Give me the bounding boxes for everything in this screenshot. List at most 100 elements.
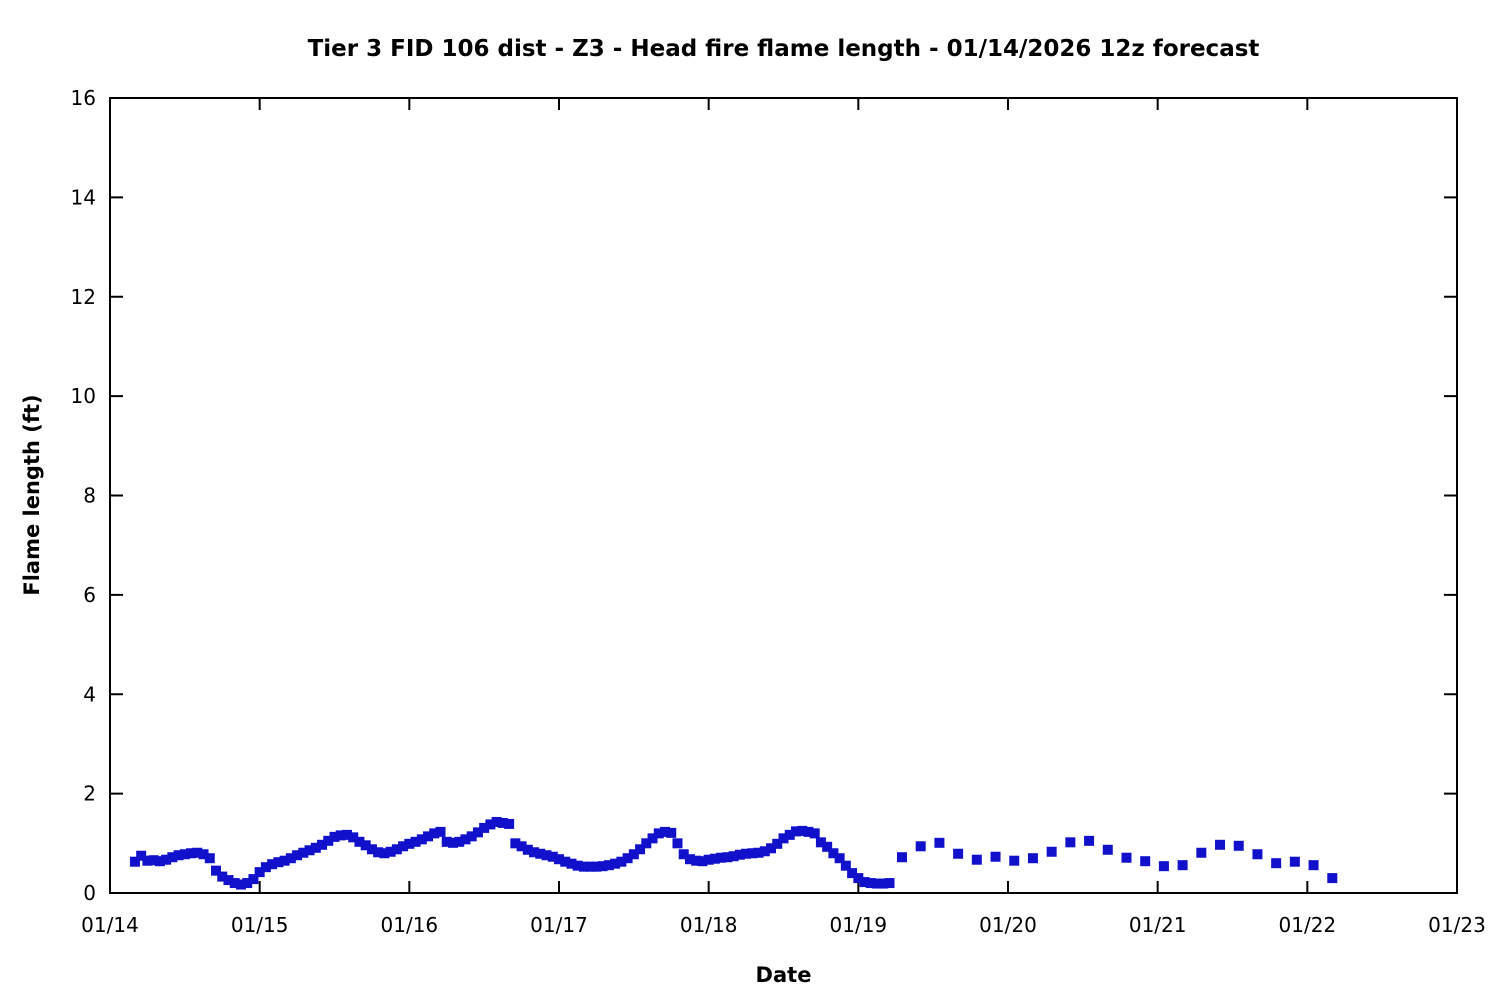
data-point-marker — [865, 878, 876, 889]
data-point-marker — [859, 877, 870, 888]
data-point-marker — [373, 847, 384, 858]
data-point-marker — [1065, 837, 1076, 848]
data-point-marker — [610, 858, 621, 869]
data-point-marker — [1121, 852, 1132, 863]
x-axis-label: Date — [755, 963, 812, 987]
data-point-marker — [578, 861, 589, 872]
y-tick-label: 4 — [83, 682, 96, 706]
data-point-marker — [217, 871, 228, 882]
data-point-marker — [709, 853, 720, 864]
data-point-marker — [235, 879, 246, 890]
y-tick-label: 0 — [83, 881, 96, 905]
x-tick-label: 01/23 — [1428, 913, 1486, 937]
data-point-marker — [641, 838, 652, 849]
data-point-marker — [354, 836, 365, 847]
data-point-marker — [884, 878, 895, 889]
data-point-marker — [1009, 855, 1020, 866]
data-point-marker — [173, 850, 184, 861]
data-point-marker — [772, 838, 783, 849]
data-point-marker — [410, 836, 421, 847]
data-point-marker — [653, 828, 664, 839]
data-point-marker — [304, 845, 315, 856]
data-point-marker — [716, 852, 727, 863]
data-point-marker — [759, 846, 770, 857]
y-tick-label: 2 — [83, 782, 96, 806]
data-point-marker — [722, 852, 733, 863]
x-tick-label: 01/21 — [1129, 913, 1187, 937]
data-point-marker — [591, 861, 602, 872]
data-point-marker — [516, 841, 527, 852]
data-point-marker — [697, 856, 708, 867]
data-point-marker — [229, 878, 240, 889]
data-point-marker — [684, 854, 695, 865]
data-point-marker — [834, 853, 845, 864]
chart-title: Tier 3 FID 106 dist - Z3 - Head fire fla… — [307, 36, 1260, 62]
data-point-marker — [1327, 873, 1338, 884]
data-point-marker — [778, 833, 789, 844]
data-point-marker — [1308, 860, 1319, 871]
data-point-marker — [572, 860, 583, 871]
y-tick-label: 14 — [71, 185, 96, 209]
data-point-marker — [1233, 840, 1244, 851]
data-point-marker — [672, 838, 683, 849]
plot-border — [109, 97, 1458, 894]
data-point-marker — [766, 843, 777, 854]
data-point-marker — [560, 856, 571, 867]
data-point-marker — [990, 851, 1001, 862]
data-point-marker — [385, 846, 396, 857]
data-point-marker — [1102, 844, 1113, 855]
y-tick-label: 16 — [71, 86, 96, 110]
data-point-marker — [460, 834, 471, 845]
data-point-marker — [298, 847, 309, 858]
data-point-marker — [1252, 849, 1263, 860]
data-point-marker — [317, 839, 328, 850]
y-tick-label: 12 — [71, 285, 96, 309]
data-point-marker — [454, 836, 465, 847]
data-point-marker — [161, 854, 172, 865]
data-point-marker — [211, 865, 222, 876]
data-point-marker — [1046, 846, 1057, 857]
data-point-marker — [441, 836, 452, 847]
x-tick-label: 01/19 — [830, 913, 888, 937]
data-point-marker — [1140, 856, 1151, 867]
x-tick-label: 01/22 — [1279, 913, 1337, 937]
data-point-marker — [1158, 861, 1169, 872]
data-point-marker — [566, 858, 577, 869]
data-point-marker — [622, 853, 633, 864]
data-point-marker — [616, 856, 627, 867]
data-point-marker — [741, 848, 752, 859]
data-point-marker — [466, 831, 477, 842]
data-point-marker — [554, 854, 564, 865]
x-tick-label: 01/18 — [680, 913, 738, 937]
data-point-marker — [335, 830, 346, 841]
data-point-marker — [1215, 839, 1226, 850]
data-point-marker — [1084, 835, 1095, 846]
data-point-marker — [853, 873, 864, 884]
data-point-marker — [678, 849, 689, 860]
data-point-marker — [348, 832, 359, 843]
data-point-marker — [267, 859, 278, 870]
data-point-marker — [934, 837, 945, 848]
data-point-marker — [872, 878, 883, 889]
data-point-marker — [734, 849, 745, 860]
data-point-marker — [292, 850, 303, 861]
data-point-marker — [366, 844, 377, 855]
data-point-marker — [784, 829, 795, 840]
data-point-marker — [472, 827, 483, 838]
data-point-marker — [691, 855, 702, 866]
data-point-marker — [828, 848, 839, 859]
data-point-marker — [728, 851, 739, 862]
data-point-marker — [1271, 858, 1282, 869]
data-point-marker — [329, 831, 340, 842]
data-point-marker — [1289, 856, 1300, 867]
data-point-marker — [129, 856, 140, 867]
data-point-marker — [896, 852, 907, 863]
data-point-marker — [597, 861, 608, 872]
data-point-marker — [423, 831, 434, 842]
data-point-marker — [260, 862, 271, 873]
data-point-marker — [404, 838, 415, 849]
data-point-marker — [192, 847, 203, 858]
data-point-marker — [747, 848, 758, 859]
data-point-marker — [809, 828, 820, 839]
